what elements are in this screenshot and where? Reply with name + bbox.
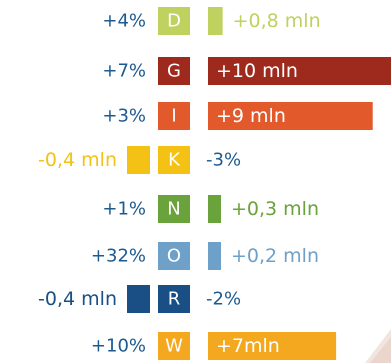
category-label-G: G [167,61,181,82]
category-box-N [158,195,190,223]
bar-I [208,102,373,130]
category-box-O [158,242,190,270]
value-label-N: +0,3 mln [231,198,319,220]
category-box-G [158,57,190,85]
category-label-O: O [167,246,181,267]
bar-D [208,7,223,35]
change-label-D: +4% [102,11,146,32]
bar-R [127,285,150,313]
category-box-D [158,7,190,35]
change-label-W: +10% [91,336,146,357]
value-label-I: +9 mln [216,105,286,127]
bar-K [127,146,150,174]
value-label-D: +0,8 mln [233,10,321,32]
change-label-K: -3% [206,150,241,171]
category-box-K [158,146,190,174]
change-label-O: +32% [91,246,146,267]
change-label-G: +7% [102,61,146,82]
category-box-R [158,285,190,313]
bar-W [208,332,337,360]
value-label-K: -0,4 mln [38,149,117,171]
corner-decoration [365,329,391,363]
change-label-R: -2% [206,289,241,310]
category-label-I: I [171,106,176,127]
bar-O [208,242,221,270]
value-label-W: +7mln [216,335,280,357]
bar-N [208,195,221,223]
category-label-N: N [167,199,180,220]
bar-G [208,57,391,85]
value-label-G: +10 mln [216,60,298,82]
category-box-W [158,332,190,360]
category-label-D: D [167,11,181,32]
change-label-N: +1% [102,199,146,220]
value-label-R: -0,4 mln [38,288,117,310]
category-label-W: W [165,336,183,357]
category-label-R: R [168,289,181,310]
value-label-O: +0,2 mln [231,245,319,267]
change-label-I: +3% [102,106,146,127]
category-box-I [158,102,190,130]
category-label-K: K [168,150,181,171]
